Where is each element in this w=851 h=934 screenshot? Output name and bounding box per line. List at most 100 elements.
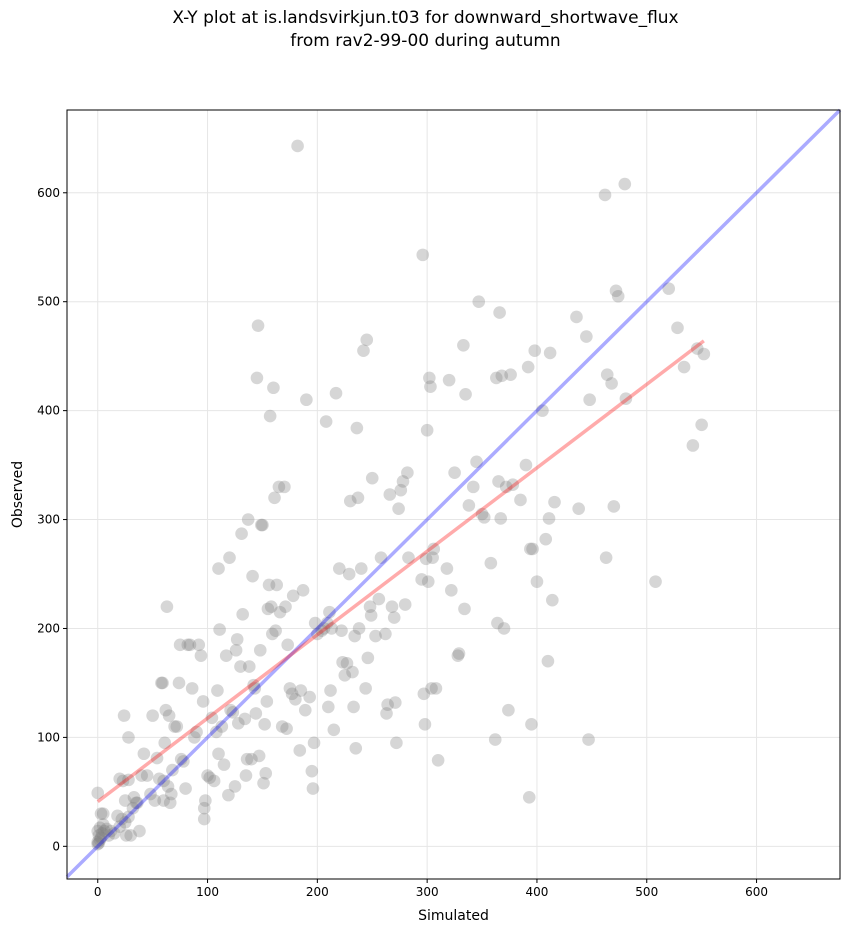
- scatter-point: [354, 562, 368, 575]
- scatter-point: [160, 600, 174, 613]
- scatter-point: [418, 718, 432, 731]
- scatter-point: [346, 665, 359, 679]
- scatter-point: [363, 600, 377, 613]
- scatter-point: [197, 812, 211, 826]
- scatter-point: [224, 703, 237, 717]
- scatter-point: [91, 837, 105, 851]
- scatter-point: [215, 720, 229, 733]
- scatter-point: [351, 491, 365, 505]
- scatter-point: [94, 831, 108, 844]
- scatter-point: [423, 371, 436, 385]
- scatter-point: [493, 306, 506, 319]
- scatter-point: [477, 511, 491, 524]
- scatter-point: [497, 622, 511, 635]
- scatter-point: [583, 393, 596, 407]
- scatter-point: [445, 584, 458, 597]
- scatter-point: [419, 552, 433, 566]
- scatter-point: [466, 480, 480, 494]
- scatter-point: [294, 684, 308, 697]
- scatter-point: [133, 824, 146, 838]
- x-tick-label: 600: [745, 885, 768, 899]
- scatter-point: [605, 377, 618, 390]
- scatter-point: [618, 177, 632, 191]
- scatter-point: [609, 284, 623, 298]
- scatter-point: [607, 500, 621, 513]
- scatter-point: [494, 512, 508, 525]
- y-tick-label: 100: [37, 730, 60, 744]
- scatter-point: [442, 373, 456, 387]
- scatter-point: [234, 660, 247, 673]
- scatter-point: [506, 478, 520, 491]
- scatter-point: [360, 333, 374, 347]
- scatter-point: [113, 820, 127, 834]
- scatter-point: [122, 773, 135, 787]
- scatter-point: [267, 381, 280, 395]
- scatter-point: [369, 629, 382, 643]
- scatter-point: [385, 600, 399, 613]
- scatter-point: [246, 569, 259, 583]
- scatter-point: [172, 676, 186, 690]
- scatter-point: [255, 518, 268, 532]
- scatter-point: [495, 369, 509, 383]
- scatter-point: [91, 835, 105, 849]
- scatter-point: [291, 139, 304, 153]
- scatter-point: [118, 794, 132, 807]
- chart-title-line-1: X-Y plot at is.landsvirkjun.t03 for down…: [172, 8, 679, 28]
- scatter-point: [611, 289, 625, 303]
- scatter-point: [228, 780, 242, 793]
- scatter-point: [514, 493, 527, 507]
- scatter-point: [352, 622, 366, 635]
- scatter-point: [122, 810, 135, 824]
- scatter-point: [91, 824, 105, 838]
- scatter-point: [303, 690, 316, 704]
- scatter-point: [207, 774, 221, 788]
- scatter-point: [231, 716, 245, 730]
- scatter-point: [159, 703, 173, 717]
- scatter-point: [283, 682, 297, 695]
- scatter-point: [93, 821, 107, 835]
- scatter-point: [192, 638, 206, 652]
- scatter-point: [420, 423, 434, 437]
- scatter-point: [213, 623, 226, 636]
- scatter-point: [174, 752, 188, 766]
- scatter-point: [325, 622, 338, 635]
- scatter-point: [247, 678, 260, 692]
- scatter-point: [383, 488, 397, 501]
- scatter-point: [504, 368, 517, 381]
- scatter-point: [266, 627, 279, 641]
- scatter-point: [372, 592, 386, 606]
- scatter-point: [417, 687, 431, 701]
- scatter-point: [211, 684, 224, 697]
- grid-lines: [67, 110, 840, 879]
- scatter-point: [459, 387, 472, 401]
- scatter-point: [348, 629, 361, 643]
- scatter-point: [258, 718, 271, 731]
- plot-frame: [66, 109, 841, 880]
- y-tick-label: 600: [37, 186, 60, 200]
- scatter-point: [238, 712, 252, 726]
- scatter-point: [150, 751, 164, 765]
- scatter-point: [188, 731, 201, 744]
- scatter-point: [116, 774, 130, 788]
- scatter-point: [320, 616, 334, 630]
- scatter-point: [347, 700, 360, 714]
- x-tick-label: 200: [306, 885, 329, 899]
- scatter-point: [398, 598, 412, 611]
- scatter-point: [649, 575, 662, 588]
- scatter-point: [130, 796, 144, 810]
- scatter-point: [122, 731, 135, 744]
- scatter-point: [598, 188, 612, 202]
- scatter-point: [260, 695, 274, 708]
- scatter-point: [219, 649, 233, 663]
- scatter-point: [349, 741, 363, 755]
- scatter-point: [263, 409, 277, 423]
- scatter-point: [619, 392, 633, 405]
- scatter-point: [429, 682, 443, 695]
- scatter-point: [697, 347, 711, 361]
- scatter-point: [452, 647, 466, 660]
- scatter-point: [528, 344, 542, 358]
- scatter-point: [239, 769, 253, 782]
- scatter-point: [600, 368, 614, 381]
- scatter-point: [269, 624, 282, 637]
- scatter-point: [415, 573, 428, 586]
